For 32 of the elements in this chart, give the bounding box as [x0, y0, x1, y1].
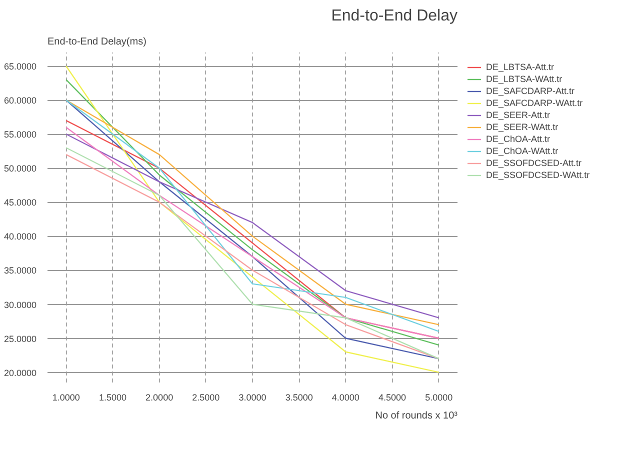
legend-label: DE_SSOFDCSED-WAtt.tr	[486, 170, 590, 180]
y-tick-label: 50.0000	[4, 164, 37, 174]
chart-title: End-to-End Delay	[331, 8, 458, 24]
x-tick-label: 1.5000	[98, 392, 126, 402]
y-tick-label: 35.0000	[4, 266, 37, 276]
legend-label: DE_SAFCDARP-WAtt.tr	[486, 98, 583, 108]
y-axis-title: End-to-End Delay(ms)	[48, 36, 146, 48]
x-tick-label: 1.0000	[52, 392, 80, 402]
y-tick-label: 40.0000	[4, 232, 37, 242]
x-tick-label: 5.0000	[425, 392, 453, 402]
x-tick-label: 2.5000	[192, 392, 220, 402]
legend-label: DE_LBTSA-Att.tr	[486, 62, 554, 72]
legend-label: DE_SSOFDCSED-Att.tr	[486, 158, 582, 168]
y-tick-label: 60.0000	[4, 96, 37, 106]
y-tick-label: 55.0000	[4, 130, 37, 140]
legend-label: DE_SAFCDARP-Att.tr	[486, 86, 575, 96]
x-tick-label: 3.5000	[285, 392, 313, 402]
y-tick-label: 45.0000	[4, 198, 37, 208]
x-tick-label: 2.0000	[146, 392, 174, 402]
x-tick-label: 4.5000	[378, 392, 406, 402]
y-tick-label: 20.0000	[4, 368, 37, 378]
x-tick-label: 4.0000	[332, 392, 360, 402]
x-tick-label: 3.0000	[238, 392, 266, 402]
y-tick-label: 65.0000	[4, 62, 37, 72]
legend-label: DE_ChOA-WAtt.tr	[486, 146, 558, 156]
legend-label: DE_LBTSA-WAtt.tr	[486, 74, 562, 84]
legend-label: DE_SEER-Att.tr	[486, 110, 550, 120]
y-tick-label: 25.0000	[4, 334, 37, 344]
y-tick-label: 30.0000	[4, 300, 37, 310]
x-axis-title: No of rounds x 10³	[375, 410, 458, 422]
legend-label: DE_SEER-WAtt.tr	[486, 122, 558, 132]
legend-label: DE_ChOA-Att.tr	[486, 134, 550, 144]
